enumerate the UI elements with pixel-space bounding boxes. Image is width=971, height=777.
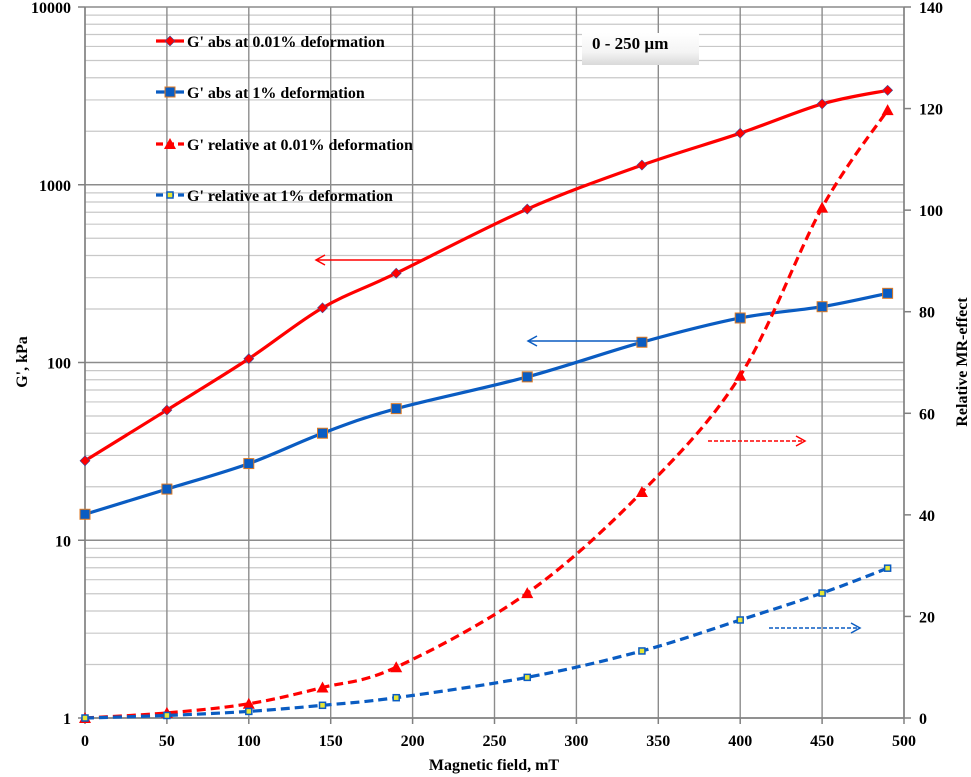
series-line <box>84 566 889 720</box>
triangle-marker <box>635 486 648 498</box>
annotation-box <box>582 33 699 65</box>
x-tick-label: 200 <box>401 733 425 750</box>
y2-tick-label: 140 <box>919 0 943 17</box>
diamond-marker <box>164 35 176 47</box>
series-4 <box>81 564 892 722</box>
square-marker <box>521 371 533 383</box>
small-square-marker <box>163 711 171 720</box>
y-tick-label: 100 <box>47 356 71 373</box>
y-tick-label: 1000 <box>39 178 71 195</box>
diamond-marker <box>161 404 173 416</box>
y2-axis-label: Relative MR-effect <box>954 297 971 427</box>
legend-item: G' relative at 1% deformation <box>156 188 393 205</box>
x-tick-label: 0 <box>81 733 89 750</box>
triangle-marker <box>316 681 329 693</box>
diamond-marker <box>521 203 533 215</box>
legend: G' abs at 0.01% deformation G' abs at 1% … <box>156 34 413 205</box>
square-marker <box>390 403 402 415</box>
axis-arrows <box>314 254 862 634</box>
triangle-marker <box>734 369 747 381</box>
triangle-marker <box>816 201 829 213</box>
series-lines <box>79 84 894 723</box>
x-tick-label: 500 <box>892 733 916 750</box>
x-tick-label: 100 <box>237 733 261 750</box>
small-square-marker <box>245 707 253 716</box>
small-square-marker <box>81 714 89 722</box>
y-tick-label: 10 <box>55 533 71 550</box>
annotation-label: 0 - 250 µm <box>592 34 669 53</box>
arrow-left-icon <box>314 254 425 266</box>
triangle-marker <box>164 138 176 149</box>
series-line <box>84 88 888 463</box>
arrow-right-icon <box>708 435 807 447</box>
diamond-marker <box>317 302 328 314</box>
triangle-marker <box>390 661 403 673</box>
series-2 <box>79 287 894 520</box>
y2-tick-label: 60 <box>919 406 935 423</box>
y2-tick-label: 20 <box>919 609 935 626</box>
square-marker <box>734 312 746 324</box>
square-marker <box>243 458 255 470</box>
square-marker <box>636 336 648 348</box>
diamond-marker <box>636 159 648 171</box>
diamond-marker <box>816 98 828 110</box>
x-tick-label: 300 <box>564 733 588 750</box>
diamond-marker <box>882 84 894 96</box>
x-tick-label: 50 <box>159 733 175 750</box>
y2-tick-label: 0 <box>919 711 927 728</box>
small-square-marker <box>638 647 646 655</box>
square-marker <box>161 483 173 495</box>
arrow-left-icon <box>526 335 640 347</box>
small-square-marker <box>392 693 400 702</box>
x-tick-label: 350 <box>646 733 670 750</box>
small-square-marker <box>318 701 327 710</box>
legend-label: G' abs at 0.01% deformation <box>187 34 385 51</box>
y-tick-label: 1 <box>63 711 71 728</box>
triangle-marker <box>521 587 534 599</box>
square-marker <box>816 301 828 313</box>
y2-tick-label: 80 <box>919 305 935 322</box>
small-square-marker <box>883 564 892 572</box>
legend-label: G' abs at 1% deformation <box>187 85 365 102</box>
small-square-marker <box>818 589 826 597</box>
y2-tick-label: 100 <box>919 203 943 220</box>
square-marker <box>317 427 329 439</box>
x-tick-label: 250 <box>483 733 507 750</box>
y-axis-label: G', kPa <box>14 336 31 388</box>
arrow-right-icon <box>769 622 862 634</box>
y2-tick-label: 40 <box>919 508 935 525</box>
square-marker <box>79 508 91 520</box>
x-tick-label: 150 <box>319 733 343 750</box>
legend-item: G' abs at 1% deformation <box>156 85 365 102</box>
triangle-marker <box>881 104 894 116</box>
y2-tick-label: 120 <box>919 102 943 119</box>
diamond-marker <box>390 267 402 279</box>
small-square-marker <box>523 673 532 682</box>
axes: 1 10 100 1000 10000 0 20 40 60 80 100 120 140 0 50 100 1… <box>31 0 943 750</box>
legend-item: G' abs at 0.01% deformation <box>156 34 385 51</box>
legend-label: G' relative at 0.01% deformation <box>187 137 413 154</box>
diamond-marker <box>734 127 746 139</box>
small-square-marker <box>166 191 174 199</box>
square-marker <box>882 287 894 299</box>
x-axis-label: Magnetic field, mT <box>429 757 560 774</box>
square-marker <box>164 86 176 98</box>
x-tick-label: 450 <box>810 733 834 750</box>
series-1 <box>79 84 894 467</box>
diamond-marker <box>243 353 255 365</box>
small-square-marker <box>736 616 744 624</box>
legend-label: G' relative at 1% deformation <box>187 188 393 205</box>
legend-item: G' relative at 0.01% deformation <box>156 137 413 154</box>
grid <box>84 6 905 719</box>
x-tick-label: 400 <box>728 733 752 750</box>
y-tick-label: 10000 <box>31 0 71 17</box>
triangle-marker <box>242 697 255 709</box>
diamond-marker <box>79 455 91 467</box>
